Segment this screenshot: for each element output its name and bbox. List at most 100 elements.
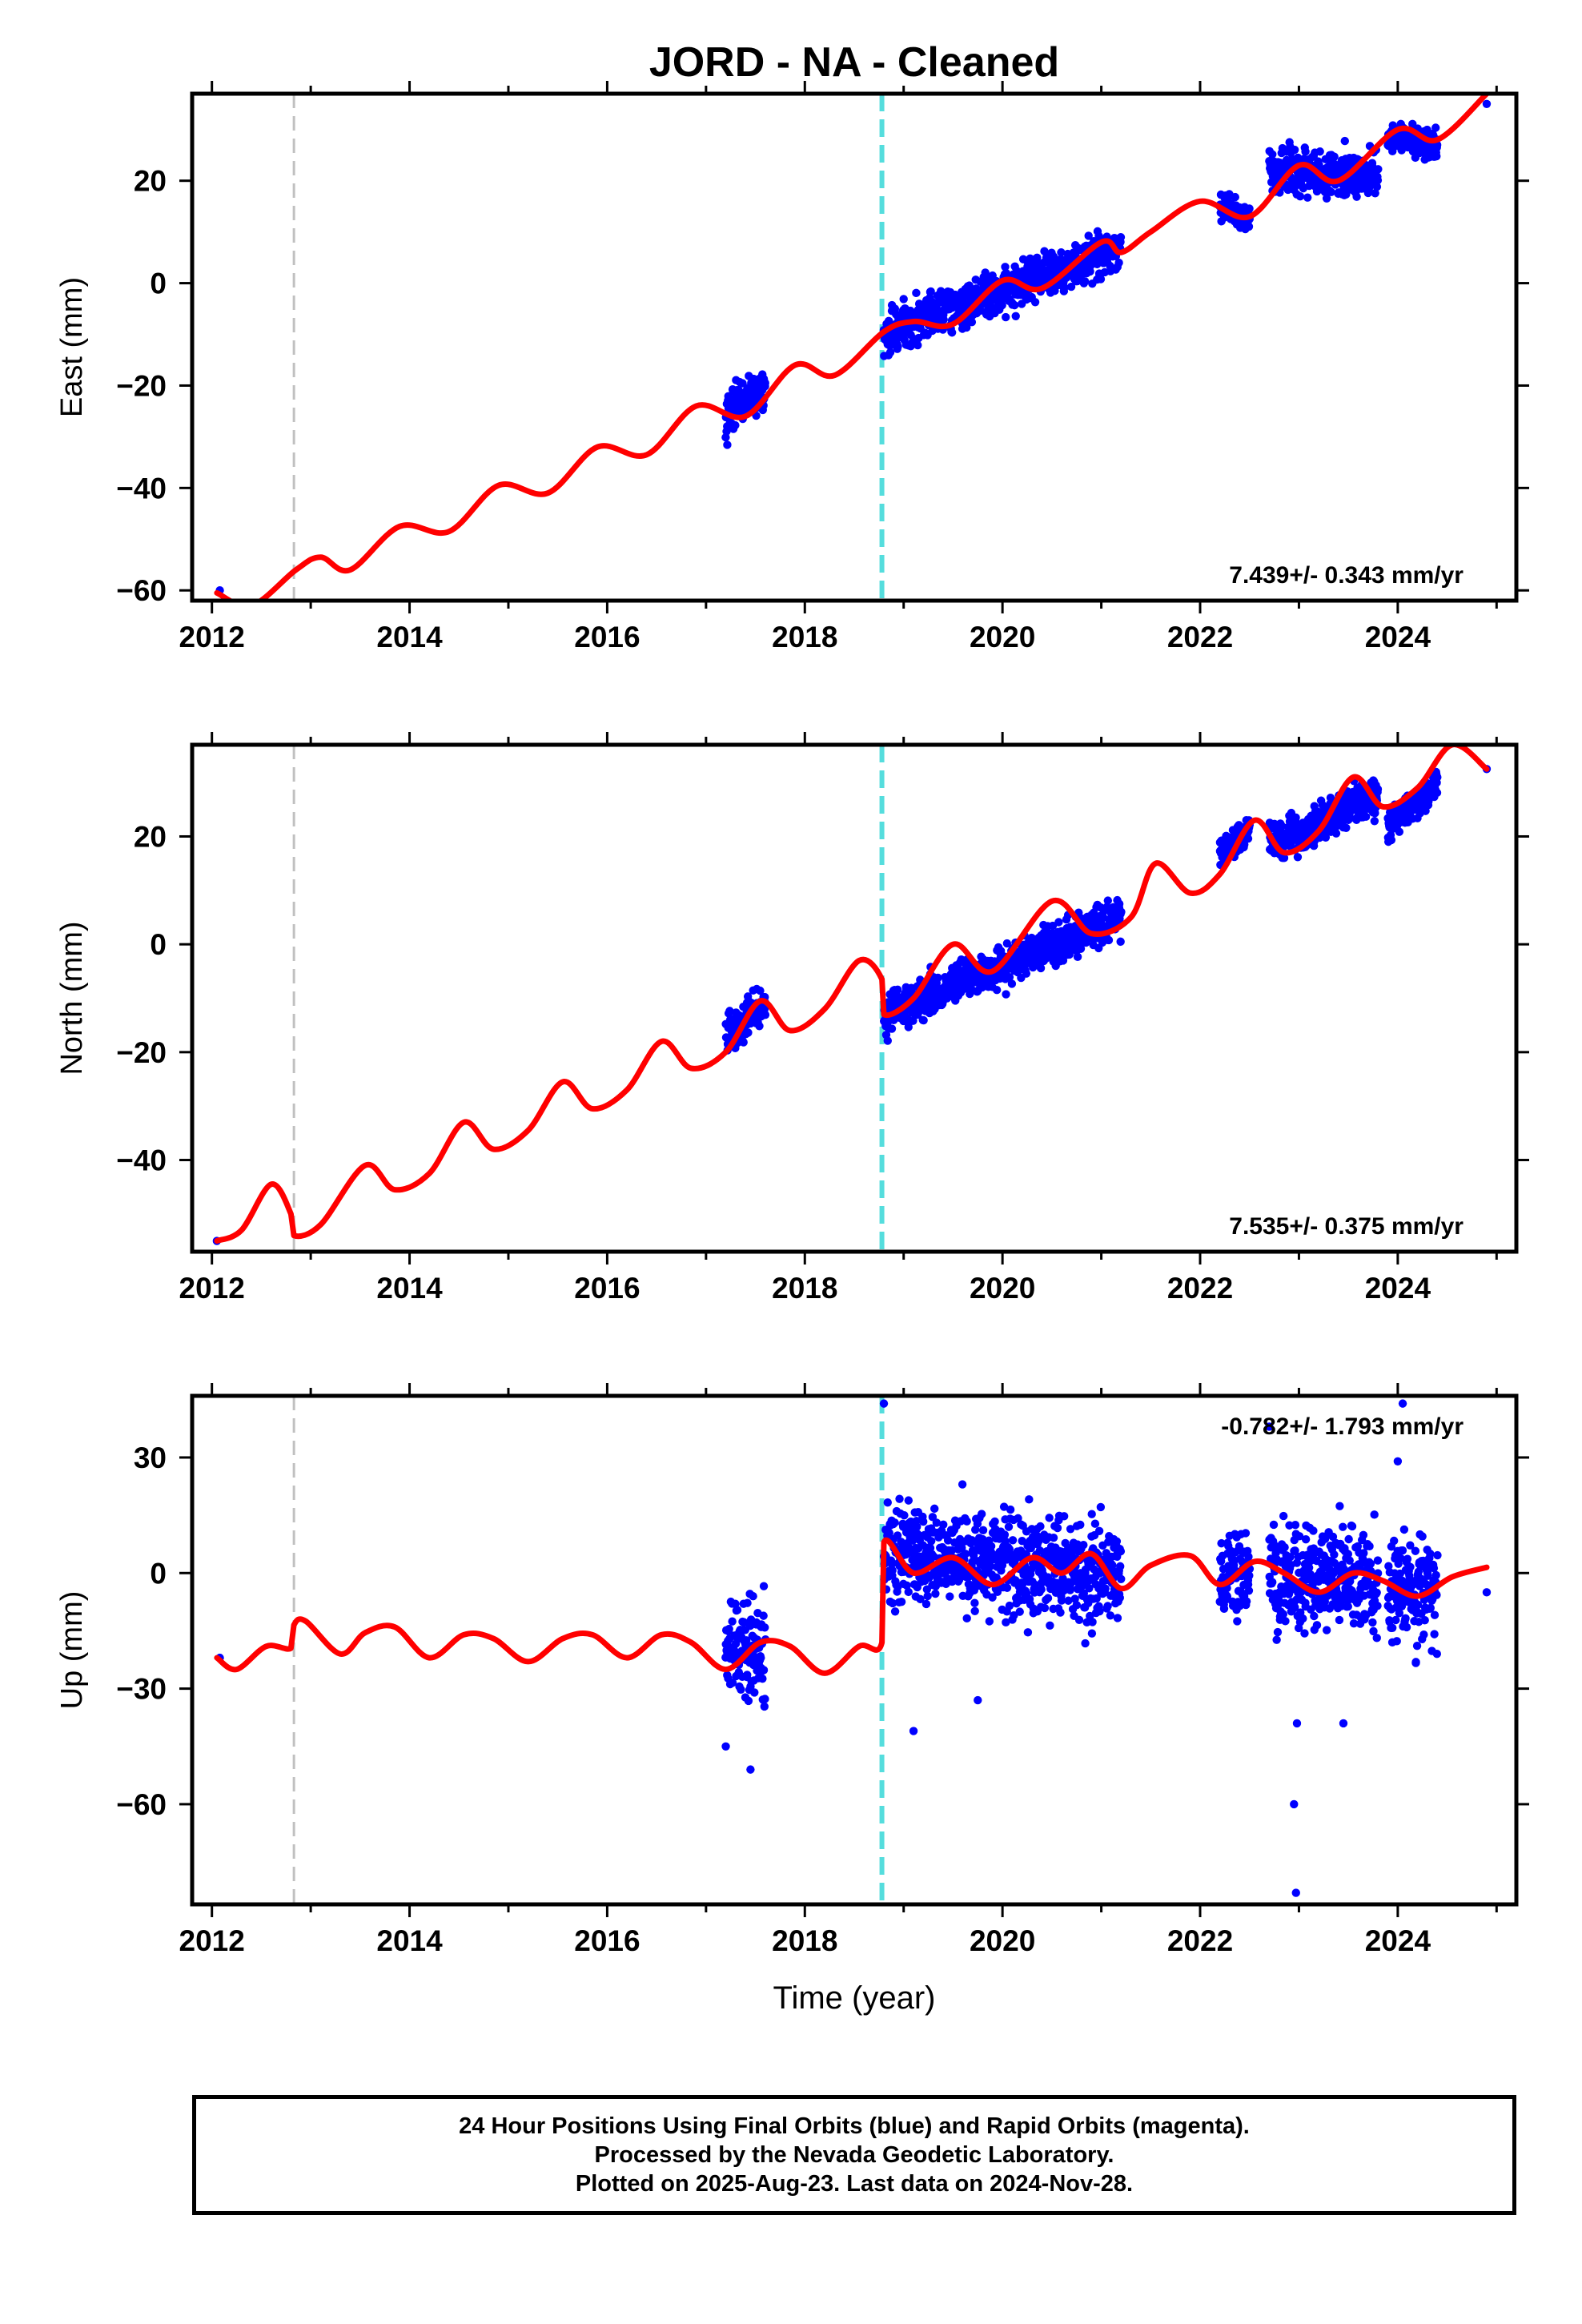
x-tick-label: 2024 <box>1365 1924 1431 1957</box>
observation-point <box>1304 1563 1314 1572</box>
observation-point <box>967 318 977 327</box>
observation-point <box>1005 1601 1014 1610</box>
observation-point <box>921 1599 931 1609</box>
observation-point <box>909 1727 918 1735</box>
observation-point <box>1327 187 1335 196</box>
observation-point <box>1418 1532 1427 1541</box>
observation-point <box>1244 1586 1254 1595</box>
x-tick-label: 2016 <box>574 621 640 653</box>
observation-point <box>1429 1563 1439 1573</box>
observation-point <box>883 1036 892 1045</box>
observation-point <box>1393 1457 1403 1466</box>
observation-point <box>1426 1603 1435 1613</box>
x-tick-label: 2020 <box>970 1272 1035 1305</box>
observation-point <box>1373 176 1383 185</box>
observation-point <box>1114 258 1123 267</box>
observation-point <box>887 1559 897 1569</box>
observation-point <box>1060 283 1069 292</box>
observation-point <box>1240 840 1249 849</box>
observation-point <box>1079 1541 1088 1550</box>
plot-area <box>214 1396 1492 1904</box>
observation-point <box>1036 1522 1045 1531</box>
observation-point <box>970 1586 979 1595</box>
caption-line-1: 24 Hour Positions Using Final Orbits (bl… <box>459 2113 1250 2139</box>
observation-point <box>731 420 740 430</box>
observation-point <box>1117 1574 1126 1583</box>
observation-point <box>943 1536 953 1545</box>
observation-point <box>749 1651 758 1660</box>
observation-point <box>1265 1422 1274 1431</box>
observation-point <box>1095 1606 1104 1616</box>
observation-point <box>1021 1564 1030 1573</box>
observation-point <box>1431 1570 1440 1580</box>
y-tick-label: −60 <box>116 1788 167 1821</box>
x-tick-label: 2012 <box>179 1924 245 1957</box>
x-tick-label: 2018 <box>772 621 837 653</box>
observation-point <box>1106 1611 1115 1620</box>
x-tick-label: 2014 <box>376 621 443 653</box>
y-axis: −60 −40 −20 0 20 <box>116 165 1529 607</box>
observation-point <box>1076 944 1086 953</box>
y-tick-label: 30 <box>134 1441 167 1474</box>
observation-point <box>1268 1578 1277 1586</box>
observation-point <box>1101 1584 1110 1593</box>
observation-point <box>1217 1538 1226 1548</box>
observation-point <box>1090 1519 1100 1528</box>
observation-point <box>1268 150 1277 159</box>
observation-point <box>1057 248 1066 257</box>
observation-point <box>1277 822 1287 830</box>
observation-point <box>1345 1556 1354 1565</box>
observation-point <box>1403 1554 1412 1563</box>
observation-point <box>1008 1536 1018 1545</box>
observation-point <box>1056 1608 1065 1617</box>
observation-point <box>1036 963 1046 973</box>
observation-point <box>1113 1614 1122 1622</box>
observation-point <box>1291 1521 1300 1530</box>
observation-point <box>1370 1510 1379 1519</box>
x-tick-label: 2018 <box>772 1272 837 1305</box>
observation-point <box>1048 921 1058 931</box>
observation-point <box>1116 233 1126 242</box>
observation-point <box>725 1007 734 1015</box>
observation-point <box>897 1597 906 1606</box>
observation-point <box>739 1038 748 1047</box>
observation-point <box>913 1522 921 1531</box>
observation-point <box>1361 812 1371 822</box>
observation-point <box>1066 282 1076 292</box>
observation-point <box>1395 827 1404 836</box>
y-tick-label: −40 <box>116 1144 167 1177</box>
observation-point <box>737 1685 745 1694</box>
observation-point <box>1347 1522 1357 1531</box>
observation-point <box>1116 1546 1126 1556</box>
observation-point <box>1054 918 1063 927</box>
plot-area <box>212 745 1492 1252</box>
observation-point <box>1420 1616 1429 1625</box>
observation-point <box>1406 1541 1415 1550</box>
observation-point <box>723 440 732 449</box>
observation-point <box>1389 1536 1399 1546</box>
observation-point <box>761 379 769 388</box>
observation-point <box>1431 123 1440 132</box>
observation-point <box>1310 1611 1319 1621</box>
x-tick-label: 2014 <box>376 1924 443 1957</box>
y-axis: −40 −20 0 20 <box>116 820 1529 1177</box>
observation-point <box>1001 263 1010 271</box>
observation-point <box>958 1543 966 1553</box>
observation-point <box>999 1502 1009 1511</box>
observation-point <box>1073 952 1082 962</box>
observation-point <box>1423 1571 1432 1580</box>
observation-point <box>970 1598 979 1607</box>
observation-point <box>721 1742 730 1751</box>
observation-point <box>1365 1542 1374 1551</box>
east-panel: 2012 2014 2016 2018 2020 2022 2024 −60 −40 −20 0 20… <box>55 81 1529 653</box>
x-tick-label: 2024 <box>1365 621 1431 653</box>
observation-point <box>970 1606 979 1615</box>
observation-point <box>728 1678 737 1687</box>
observation-point <box>1329 1569 1338 1578</box>
y-tick-label: −20 <box>116 1036 167 1069</box>
observation-point <box>1002 939 1012 948</box>
observation-point <box>1432 788 1442 798</box>
observation-point <box>1372 1588 1381 1598</box>
observation-point <box>1290 145 1299 155</box>
observation-point <box>1112 1537 1122 1546</box>
